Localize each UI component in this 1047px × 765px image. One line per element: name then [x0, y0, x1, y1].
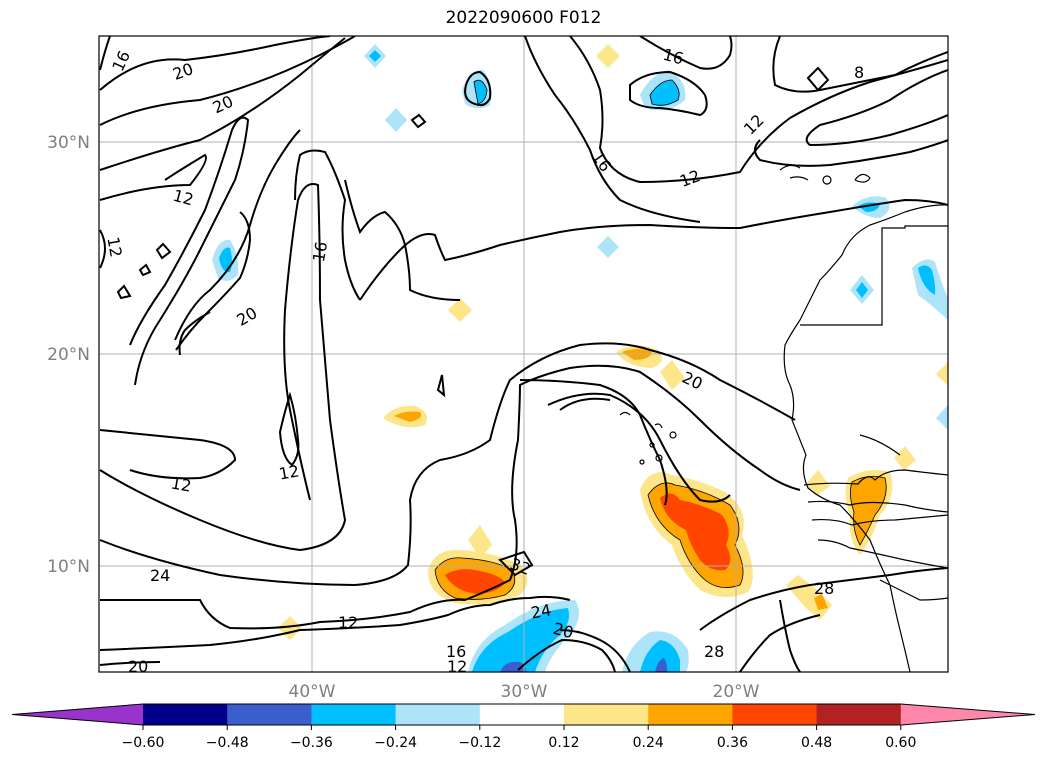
positive-anomaly-patch — [814, 594, 828, 610]
colorbar-tick-label: 0.36 — [717, 735, 748, 751]
positive-anomaly-patch — [445, 569, 505, 594]
colorbar-segment — [143, 704, 228, 725]
contour-label: 16 — [446, 642, 466, 661]
contour-label: 24 — [150, 566, 170, 585]
contour-label: 20 — [551, 619, 576, 643]
colorbar-tick-label: 0.24 — [633, 735, 664, 751]
contour-label: 12 — [170, 473, 193, 495]
colorbar-segment — [479, 704, 565, 725]
negative-anomaly-patch — [597, 236, 619, 258]
map-content: 16 20 20 12 12 16 20 12 12 20 24 16 12 1… — [99, 36, 948, 676]
contour-label: 16 — [661, 45, 686, 69]
graticule — [99, 36, 948, 672]
colorbar-tick-label: −0.24 — [374, 735, 417, 751]
colorbar-tick-label: −0.12 — [458, 735, 501, 751]
positive-anomaly-patch — [850, 476, 887, 545]
negative-anomaly-patch — [655, 658, 668, 672]
colorbar-segment — [227, 704, 312, 725]
isolines — [99, 36, 948, 672]
coastlines — [619, 164, 948, 672]
map-border — [98, 35, 949, 673]
colorbar-segment — [732, 704, 818, 725]
contour-label: 20 — [128, 657, 148, 676]
negative-anomaly-patch — [472, 608, 569, 672]
negative-anomaly-patch — [856, 282, 868, 298]
lat-label-10n: 10°N — [47, 557, 90, 577]
negative-anomaly-patch — [369, 50, 381, 62]
shading-outlines — [434, 79, 887, 600]
positive-anomaly-patch — [660, 493, 731, 571]
contour-label: 12 — [447, 657, 467, 676]
colorbar-segment — [395, 704, 481, 725]
contour-label: 12 — [338, 613, 358, 632]
colorbar-segment — [564, 704, 649, 725]
negative-anomaly-patch — [385, 108, 407, 132]
contour-label: 24 — [529, 600, 552, 622]
contour-label: 28 — [704, 642, 724, 661]
positive-anomaly-patch — [660, 360, 685, 390]
colorbar-segment — [311, 704, 397, 725]
contour-label: 8 — [854, 63, 864, 82]
contour-label: 16 — [309, 240, 331, 263]
colorbar-tick-label: 0.48 — [801, 735, 832, 751]
negative-anomaly-patch — [936, 405, 948, 430]
colorbar-tick-label: 0.60 — [885, 735, 916, 751]
positive-anomaly-patch — [936, 362, 948, 386]
colorbar-tick-label: 0.12 — [548, 735, 579, 751]
negative-anomaly-patch — [219, 247, 232, 273]
positive-anomaly-patch — [894, 446, 916, 470]
colorbar: −0.60 −0.48 −0.36 −0.24 −0.12 0.12 0.24 0.36 0.4… — [11, 703, 1036, 751]
lat-label-30n: 30°N — [47, 133, 90, 153]
colorbar-segment — [648, 704, 733, 725]
lon-label-20w: 20°W — [713, 682, 760, 702]
positive-anomaly-patch — [394, 411, 422, 422]
colorbar-tick-label: −0.36 — [290, 735, 333, 751]
shaded-fields — [212, 44, 948, 672]
colorbar-tick-label: −0.48 — [206, 735, 249, 751]
lon-label-40w: 40°W — [289, 682, 336, 702]
positive-anomaly-patch — [596, 44, 620, 68]
positive-anomaly-patch — [468, 525, 492, 558]
negative-anomaly-patch — [640, 640, 680, 672]
contour-label: 12 — [171, 186, 196, 210]
positive-anomaly-patch — [806, 470, 830, 496]
map-title: 2022090600 F012 — [445, 8, 602, 28]
contour-label: 12 — [103, 235, 125, 258]
colorbar-extend-high — [900, 704, 1035, 725]
negative-anomaly-patch — [918, 265, 936, 295]
colorbar-extend-low — [12, 704, 143, 725]
positive-anomaly-patch — [448, 298, 472, 322]
colorbar-segment — [816, 704, 902, 725]
contour-label: 12 — [277, 461, 300, 483]
lon-label-30w: 30°W — [501, 682, 548, 702]
colorbar-tick-label: −0.60 — [122, 735, 165, 751]
contour-label: 28 — [814, 579, 834, 598]
lat-label-20n: 20°N — [47, 345, 90, 365]
